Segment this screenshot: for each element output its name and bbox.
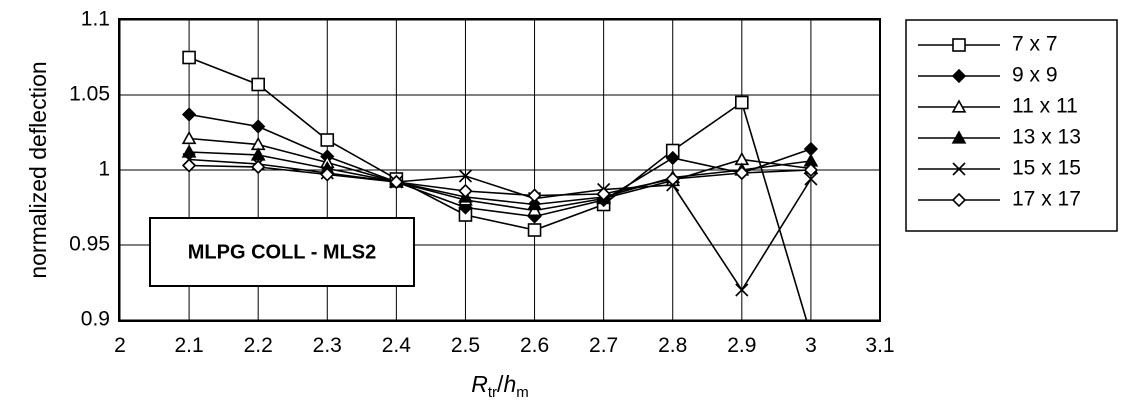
annotation-label: MLPG COLL - MLS2 (188, 241, 377, 263)
x-tick-label: 3 (805, 334, 817, 357)
x-tick-label: 2 (114, 334, 126, 357)
data-point-marker (250, 147, 266, 161)
x-tick-label: 3.1 (865, 334, 894, 357)
legend-label: 13 x 13 (1012, 126, 1081, 149)
series-11x11 (181, 130, 819, 217)
annotation-box: MLPG COLL - MLS2 (149, 217, 415, 287)
series-line (189, 151, 812, 206)
series-line (189, 164, 811, 197)
data-point-marker (458, 169, 473, 183)
x-tick-label: 2.7 (589, 334, 618, 357)
data-point-marker (527, 188, 542, 203)
data-point-marker (734, 165, 749, 181)
plot-area-frame (118, 18, 881, 322)
series-7x7 (182, 50, 808, 320)
y-axis-title: normalized deflection (25, 61, 51, 278)
data-point-marker (596, 186, 611, 202)
data-point-marker (951, 99, 967, 113)
series-13x13 (181, 144, 819, 211)
legend-entry: 9 x 9 (918, 64, 1058, 87)
data-point-marker (181, 144, 197, 158)
x-tick-label: 2.6 (520, 334, 549, 357)
legend-entry: 7 x 7 (918, 33, 1058, 56)
series-line (188, 56, 808, 320)
legend-entry: 17 x 17 (918, 188, 1081, 211)
data-point-marker (320, 133, 335, 147)
x-tick-label: 2.4 (382, 334, 412, 357)
data-point-marker (251, 77, 265, 92)
legend-entry: 15 x 15 (918, 157, 1081, 180)
y-tick-label: 0.9 (81, 308, 110, 331)
legend-entry: 11 x 11 (918, 95, 1078, 118)
legend: 7 x 7 9 x 9 11 x 11 13 x 13 15 x 15 17 x 17 (905, 19, 1118, 232)
data-point-marker (251, 159, 266, 175)
y-tick-label: 1 (98, 158, 110, 181)
data-point-marker (181, 158, 197, 173)
data-point-marker (951, 130, 967, 144)
data-point-marker (458, 183, 473, 199)
x-tick-label: 2.8 (658, 334, 687, 357)
data-point-marker (527, 223, 542, 237)
series-line (189, 158, 812, 292)
data-point-marker (182, 50, 196, 65)
data-point-marker (389, 174, 404, 190)
series-line (188, 113, 812, 218)
legend-label: 15 x 15 (1012, 157, 1081, 180)
data-point-marker (952, 162, 966, 176)
legend-label: 9 x 9 (1012, 64, 1058, 87)
legend-frame (905, 19, 1118, 232)
data-point-marker (735, 283, 749, 297)
x-tick-label: 2.9 (727, 334, 756, 357)
legend-entry: 13 x 13 (918, 126, 1081, 149)
legend-label: 17 x 17 (1012, 188, 1081, 211)
legend-label: 11 x 11 (1012, 95, 1078, 118)
data-point-marker (181, 107, 197, 122)
series-17x17 (181, 158, 819, 203)
data-point-marker (665, 150, 680, 166)
y-tick-label: 1.1 (81, 8, 110, 31)
y-tick-label: 0.95 (69, 233, 110, 256)
x-axis-title: Rtr/hm (471, 371, 528, 401)
series-line (189, 137, 812, 212)
x-tick-label: 2.1 (174, 334, 203, 357)
data-point-marker (735, 95, 749, 110)
data-point-marker (951, 68, 967, 84)
data-point-marker (803, 141, 819, 157)
x-tick-labels: 2 2.1 2.2 2.3 2.4 2.5 2.6 2.7 2.8 2.9 3 3.1 (114, 334, 894, 357)
x-tick-label: 2.3 (313, 334, 342, 357)
x-tick-label: 2.5 (451, 334, 480, 357)
legend-label: 7 x 7 (1012, 33, 1058, 56)
data-point-marker (251, 119, 266, 134)
data-point-marker (527, 196, 542, 211)
y-tick-labels: 0.9 0.95 1 1.05 1.1 (69, 8, 110, 331)
data-point-marker (804, 172, 818, 186)
data-point-marker (952, 38, 966, 52)
y-tick-label: 1.05 (69, 83, 110, 106)
data-point-marker (951, 192, 967, 208)
data-point-marker (320, 167, 335, 182)
data-point-marker (665, 171, 680, 187)
data-point-marker (803, 162, 819, 178)
data-point-marker (181, 130, 197, 145)
series-layer (181, 50, 819, 320)
x-tick-label: 2.2 (244, 334, 273, 357)
